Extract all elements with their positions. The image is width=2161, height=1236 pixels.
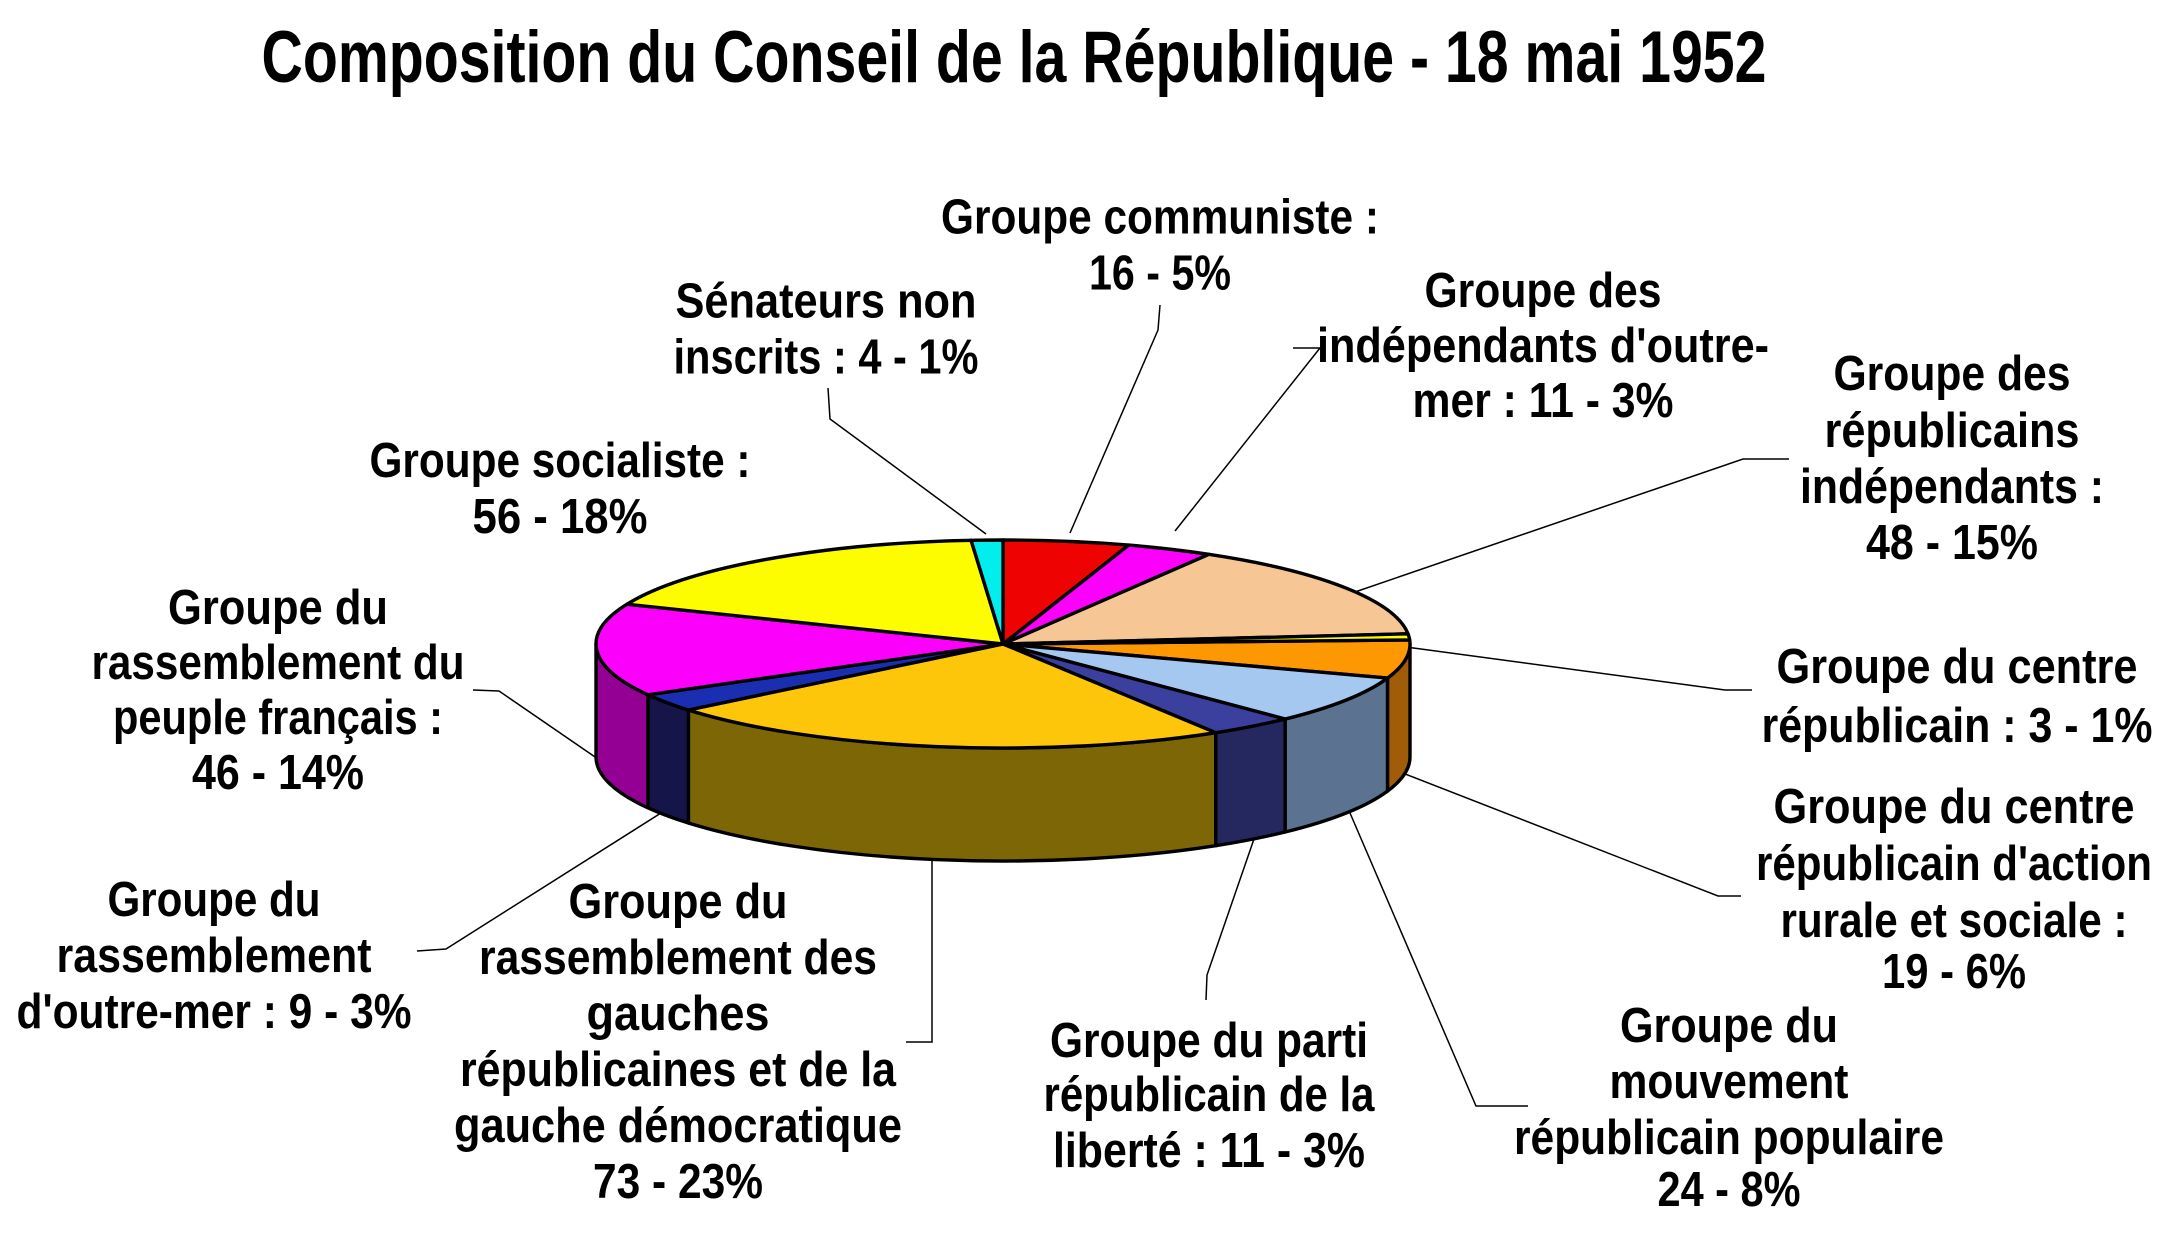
svg-text:Groupe du centre: Groupe du centre (1777, 640, 2138, 694)
svg-text:Groupe du centre: Groupe du centre (1774, 780, 2135, 834)
svg-text:Groupe socialiste :: Groupe socialiste : (370, 434, 751, 488)
svg-text:républicain populaire: républicain populaire (1514, 1111, 1944, 1165)
svg-text:46 - 14%: 46 - 14% (192, 746, 364, 800)
svg-text:inscrits : 4 - 1%: inscrits : 4 - 1% (674, 331, 979, 385)
svg-text:républicain : 3 - 1%: républicain : 3 - 1% (1762, 699, 2153, 753)
svg-text:Groupe du: Groupe du (569, 875, 788, 929)
svg-text:48 - 15%: 48 - 15% (1866, 516, 2038, 570)
svg-text:73 - 23%: 73 - 23% (593, 1155, 763, 1209)
svg-text:peuple français :: peuple français : (113, 691, 443, 745)
svg-text:mer : 11 - 3%: mer : 11 - 3% (1413, 374, 1674, 428)
svg-text:Groupe des: Groupe des (1834, 347, 2071, 401)
svg-text:Composition du Conseil de la R: Composition du Conseil de la République … (262, 17, 1767, 98)
svg-text:rassemblement des: rassemblement des (479, 931, 877, 985)
svg-text:indépendants :: indépendants : (1800, 460, 2104, 514)
svg-text:19 - 6%: 19 - 6% (1882, 945, 2026, 999)
svg-text:Groupe du: Groupe du (1620, 999, 1838, 1053)
svg-text:rassemblement du: rassemblement du (92, 636, 465, 690)
svg-text:Groupe du: Groupe du (168, 581, 388, 635)
svg-text:Groupe des: Groupe des (1425, 264, 1662, 318)
svg-text:liberté : 11 - 3%: liberté : 11 - 3% (1053, 1124, 1365, 1178)
svg-text:Groupe du: Groupe du (108, 873, 321, 927)
svg-text:rurale et sociale :: rurale et sociale : (1781, 894, 2128, 948)
svg-text:Sénateurs non: Sénateurs non (676, 275, 977, 329)
svg-text:16 - 5%: 16 - 5% (1089, 247, 1231, 301)
svg-text:24 - 8%: 24 - 8% (1658, 1163, 1801, 1217)
svg-text:rassemblement: rassemblement (57, 929, 372, 983)
svg-text:Groupe du parti: Groupe du parti (1050, 1014, 1368, 1068)
svg-text:56 - 18%: 56 - 18% (473, 490, 648, 544)
svg-text:Groupe communiste :: Groupe communiste : (941, 191, 1379, 245)
svg-text:gauche démocratique: gauche démocratique (454, 1099, 902, 1153)
svg-text:gauches: gauches (587, 987, 770, 1041)
svg-text:républicain de la: républicain de la (1044, 1068, 1376, 1122)
svg-text:indépendants d'outre-: indépendants d'outre- (1317, 319, 1769, 373)
svg-text:républicaines et de la: républicaines et de la (460, 1043, 897, 1097)
svg-text:républicain d'action: républicain d'action (1756, 837, 2152, 891)
svg-text:républicains: républicains (1825, 404, 2080, 458)
svg-text:d'outre-mer : 9 - 3%: d'outre-mer : 9 - 3% (17, 985, 412, 1039)
svg-text:mouvement: mouvement (1610, 1055, 1849, 1109)
